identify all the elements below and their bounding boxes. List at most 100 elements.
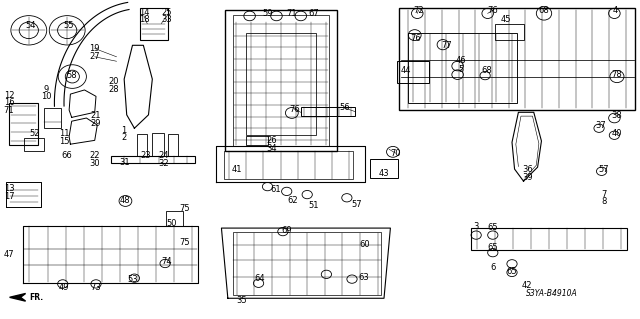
Text: 65: 65 (488, 223, 498, 232)
Text: 28: 28 (109, 85, 119, 94)
Text: 48: 48 (120, 197, 130, 205)
Text: 23: 23 (141, 151, 151, 160)
Text: 35: 35 (237, 296, 247, 305)
Text: 68: 68 (539, 6, 549, 15)
Text: 72: 72 (413, 6, 424, 15)
Text: 52: 52 (29, 129, 40, 138)
Text: 13: 13 (4, 184, 14, 193)
Text: 49: 49 (59, 283, 69, 292)
Bar (233, 232, 381, 295)
Text: 69: 69 (282, 226, 292, 235)
Text: 65: 65 (507, 267, 517, 276)
Text: 24: 24 (158, 151, 168, 160)
Text: 32: 32 (158, 159, 168, 168)
Text: 71: 71 (4, 106, 14, 115)
Text: 11: 11 (59, 130, 69, 138)
Bar (246, 33, 316, 135)
Text: 55: 55 (64, 21, 74, 30)
Text: 27: 27 (90, 52, 100, 61)
Bar (44, 108, 61, 128)
Bar (301, 107, 355, 116)
Text: 73: 73 (91, 283, 101, 292)
Text: 36: 36 (522, 165, 532, 174)
Text: 20: 20 (109, 77, 119, 86)
Bar (246, 136, 268, 145)
Text: 18: 18 (139, 15, 149, 24)
Text: 60: 60 (360, 240, 370, 249)
Text: 61: 61 (270, 185, 280, 194)
Bar (137, 134, 147, 156)
Text: 10: 10 (41, 93, 51, 101)
Text: 76: 76 (488, 6, 498, 15)
Text: 30: 30 (90, 159, 100, 168)
Text: 17: 17 (4, 192, 14, 201)
Text: 7: 7 (602, 190, 607, 199)
Bar (224, 151, 353, 179)
Text: 64: 64 (254, 274, 264, 283)
Text: 40: 40 (612, 130, 622, 138)
Text: 46: 46 (456, 56, 466, 65)
Text: 78: 78 (612, 70, 622, 78)
Text: 57: 57 (352, 200, 362, 209)
Text: 12: 12 (4, 91, 14, 100)
Text: 57: 57 (599, 165, 609, 174)
Text: 34: 34 (266, 144, 276, 153)
Bar (471, 228, 627, 250)
Text: 16: 16 (4, 98, 14, 107)
Text: 5: 5 (458, 65, 463, 74)
Text: 76: 76 (289, 105, 300, 114)
Text: 29: 29 (91, 119, 101, 128)
Text: 26: 26 (266, 136, 276, 145)
Text: 1: 1 (122, 126, 127, 135)
Text: 71: 71 (286, 9, 296, 18)
Text: 77: 77 (442, 41, 452, 50)
Bar (495, 24, 524, 40)
Text: 22: 22 (90, 151, 100, 160)
Bar (399, 8, 635, 110)
Text: 76: 76 (411, 34, 421, 43)
Text: 53: 53 (128, 275, 138, 284)
Text: 6: 6 (490, 263, 495, 272)
Bar (140, 8, 168, 40)
Text: 65: 65 (488, 243, 498, 252)
Text: 19: 19 (90, 44, 100, 53)
Bar (24, 138, 44, 151)
Text: 56: 56 (339, 103, 349, 112)
Bar (152, 133, 164, 156)
Bar (370, 159, 398, 178)
Text: 68: 68 (481, 66, 492, 75)
Text: FR.: FR. (29, 293, 43, 302)
Text: 3: 3 (474, 222, 479, 231)
Bar (233, 15, 329, 146)
Text: 66: 66 (61, 151, 72, 160)
Text: 21: 21 (91, 111, 101, 120)
Text: 31: 31 (119, 158, 129, 167)
Bar (166, 211, 183, 226)
Text: 45: 45 (500, 15, 511, 24)
Text: 50: 50 (166, 219, 177, 228)
Text: 62: 62 (288, 196, 298, 205)
Bar (111, 156, 195, 163)
Text: 47: 47 (4, 250, 14, 259)
Text: 41: 41 (232, 165, 242, 174)
Text: 38: 38 (612, 111, 622, 120)
Text: 42: 42 (522, 281, 532, 290)
Text: 58: 58 (67, 71, 77, 80)
Bar (397, 61, 429, 83)
Text: 75: 75 (179, 238, 189, 247)
Text: 70: 70 (390, 149, 401, 158)
Text: 44: 44 (401, 66, 411, 75)
Text: 25: 25 (161, 8, 172, 17)
Text: 67: 67 (308, 9, 319, 18)
Text: 63: 63 (358, 273, 369, 282)
Text: 75: 75 (179, 204, 189, 213)
Text: 14: 14 (139, 8, 149, 17)
Text: 37: 37 (595, 121, 605, 130)
Text: 59: 59 (262, 9, 273, 18)
Text: 54: 54 (26, 21, 36, 30)
Text: 15: 15 (59, 137, 69, 146)
Text: 74: 74 (161, 257, 172, 266)
Text: 43: 43 (379, 169, 389, 178)
Bar (408, 33, 517, 103)
Text: 9: 9 (44, 85, 49, 94)
